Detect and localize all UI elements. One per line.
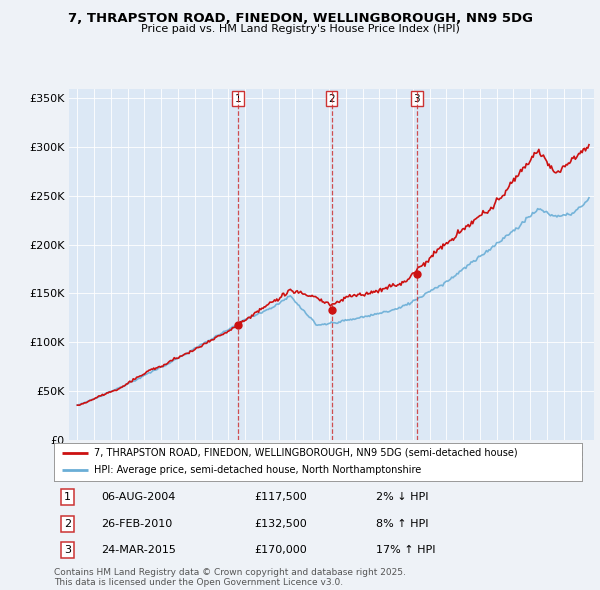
Text: 2% ↓ HPI: 2% ↓ HPI (376, 492, 428, 502)
Text: £117,500: £117,500 (254, 492, 307, 502)
Text: 3: 3 (413, 94, 420, 104)
Text: 26-FEB-2010: 26-FEB-2010 (101, 519, 173, 529)
Text: 17% ↑ HPI: 17% ↑ HPI (376, 545, 436, 555)
Text: £170,000: £170,000 (254, 545, 307, 555)
Text: 1: 1 (64, 492, 71, 502)
Text: Price paid vs. HM Land Registry's House Price Index (HPI): Price paid vs. HM Land Registry's House … (140, 24, 460, 34)
Text: 8% ↑ HPI: 8% ↑ HPI (376, 519, 428, 529)
Text: 06-AUG-2004: 06-AUG-2004 (101, 492, 176, 502)
Text: 24-MAR-2015: 24-MAR-2015 (101, 545, 176, 555)
Text: 7, THRAPSTON ROAD, FINEDON, WELLINGBOROUGH, NN9 5DG: 7, THRAPSTON ROAD, FINEDON, WELLINGBOROU… (67, 12, 533, 25)
Text: 7, THRAPSTON ROAD, FINEDON, WELLINGBOROUGH, NN9 5DG (semi-detached house): 7, THRAPSTON ROAD, FINEDON, WELLINGBOROU… (94, 448, 517, 458)
Text: £132,500: £132,500 (254, 519, 307, 529)
Text: HPI: Average price, semi-detached house, North Northamptonshire: HPI: Average price, semi-detached house,… (94, 466, 421, 476)
Text: 2: 2 (328, 94, 335, 104)
Text: 3: 3 (64, 545, 71, 555)
Text: 1: 1 (235, 94, 242, 104)
Text: 2: 2 (64, 519, 71, 529)
Text: Contains HM Land Registry data © Crown copyright and database right 2025.
This d: Contains HM Land Registry data © Crown c… (54, 568, 406, 587)
